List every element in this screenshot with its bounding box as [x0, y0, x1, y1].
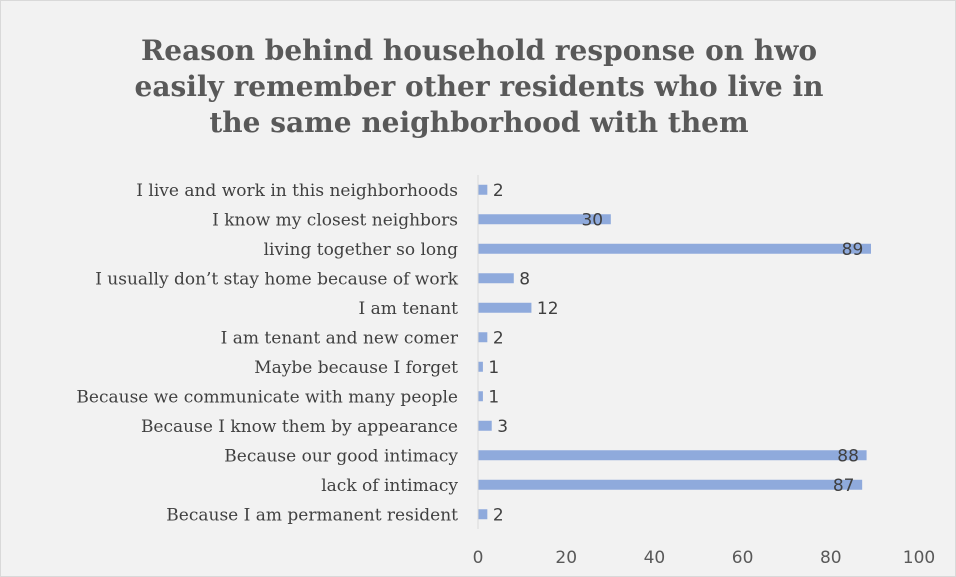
- x-tick-label: 20: [555, 548, 577, 568]
- category-label: living together so long: [264, 240, 459, 260]
- x-tick-label: 100: [903, 548, 935, 568]
- x-tick-label: 80: [820, 548, 842, 568]
- bar: [478, 450, 867, 461]
- category-label: Because our good intimacy: [224, 446, 458, 466]
- category-label: I am tenant and new comer: [221, 328, 459, 348]
- x-tick-label: 60: [732, 548, 754, 568]
- category-label: Because I know them by appearance: [141, 417, 458, 437]
- bar: [478, 214, 611, 225]
- data-label: 1: [488, 387, 499, 407]
- data-label: 8: [519, 269, 530, 289]
- bar: [478, 184, 488, 195]
- x-tick-label: 0: [473, 548, 484, 568]
- bar: [478, 420, 492, 431]
- category-label: I know my closest neighbors: [212, 210, 458, 230]
- bar: [478, 332, 488, 343]
- bar: [478, 479, 863, 490]
- data-label: 2: [493, 181, 504, 201]
- bar: [478, 273, 514, 284]
- data-label: 88: [837, 446, 859, 466]
- bar: [478, 361, 483, 372]
- data-label: 87: [833, 476, 855, 496]
- data-label: 2: [493, 328, 504, 348]
- data-label: 89: [842, 240, 864, 260]
- data-label: 3: [497, 417, 508, 437]
- bar: [478, 391, 483, 402]
- category-label: I am tenant: [358, 299, 458, 319]
- category-label: lack of intimacy: [321, 476, 458, 496]
- chart-title: Reason behind household response on hwo …: [134, 34, 824, 139]
- bar: [478, 509, 488, 520]
- data-label: 2: [493, 505, 504, 525]
- bar: [478, 302, 532, 313]
- data-label: 1: [488, 358, 499, 378]
- category-label: Because I am permanent resident: [166, 505, 458, 525]
- bar: [478, 243, 871, 254]
- category-label: I usually don’t stay home because of wor…: [95, 269, 459, 289]
- data-label: 30: [581, 210, 603, 230]
- data-label: 12: [537, 299, 559, 319]
- category-label: Maybe because I forget: [254, 358, 458, 378]
- category-label: Because we communicate with many people: [76, 387, 458, 407]
- x-tick-label: 40: [644, 548, 666, 568]
- category-label: I live and work in this neighborhoods: [136, 181, 458, 201]
